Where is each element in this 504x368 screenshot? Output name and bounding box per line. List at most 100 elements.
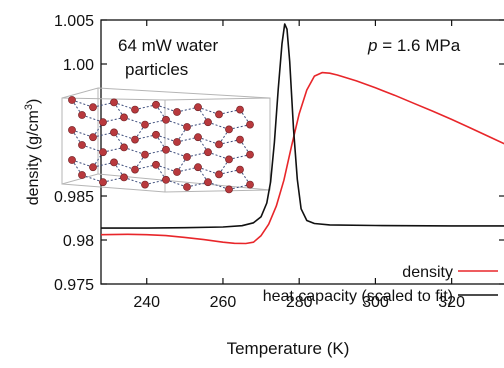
water-molecule [99, 148, 107, 157]
water-molecule [152, 160, 160, 169]
water-molecule [68, 96, 76, 104]
water-molecule [78, 171, 86, 179]
x-axis-label: Temperature (K) [227, 339, 350, 358]
y-tick-label: 1.005 [54, 13, 94, 30]
hydrogen-bond [155, 104, 167, 121]
water-molecule [99, 118, 107, 127]
water-molecule [246, 150, 254, 159]
legend: density heat capacity (scaled to fit) [263, 264, 498, 305]
water-molecule [236, 105, 244, 114]
y-tick-label: 0.98 [63, 233, 94, 250]
hydrogen-bond [134, 154, 146, 170]
y-axis-label-close: ) [25, 99, 42, 104]
hydrogen-bond [176, 126, 188, 143]
pressure-variable: p [367, 36, 377, 55]
hydrogen-bond [218, 159, 230, 175]
water-molecule [131, 105, 139, 114]
hydrogen-bond [113, 162, 125, 178]
legend-label-heat-capacity: heat capacity (scaled to fit) [263, 288, 453, 305]
water-molecule [194, 103, 202, 112]
hydrogen-bond [239, 169, 251, 185]
water-molecule [194, 133, 202, 142]
water-molecule [173, 168, 181, 176]
hydrogen-bond [113, 132, 125, 148]
water-molecule [194, 163, 202, 172]
ticks-layer: 240 260 280 300 320 0.975 0.98 0.985 1.00 1.005 [54, 13, 504, 311]
water-molecule [204, 118, 212, 127]
system-label-line1: 64 mW water [118, 36, 218, 55]
series-layer [100, 23, 504, 245]
water-molecule [131, 165, 139, 174]
water-molecule [120, 113, 128, 122]
y-tick-label: 1.00 [63, 57, 94, 74]
water-molecule [173, 108, 181, 116]
molecular-lattice-illustration [61, 87, 271, 194]
hydrogen-bond [155, 134, 167, 151]
hydrogen-bond [113, 102, 125, 118]
water-molecule [183, 183, 191, 191]
water-molecule [173, 138, 181, 146]
hydrogen-bond [176, 156, 188, 173]
water-molecule [246, 180, 254, 189]
x-tick-label: 320 [438, 294, 465, 311]
water-molecule [120, 143, 128, 152]
water-molecule [162, 175, 170, 184]
water-molecule [110, 98, 118, 107]
water-molecule [68, 156, 76, 164]
water-molecule [141, 120, 149, 129]
hydrogen-bond [71, 159, 83, 176]
water-molecule [131, 135, 139, 144]
y-axis-label: density (g/cm3) [23, 99, 42, 206]
y-tick-label: 0.975 [54, 277, 94, 294]
water-molecule [141, 180, 149, 189]
hydrogen-bond [71, 129, 83, 146]
water-molecule [110, 158, 118, 167]
water-molecule [225, 155, 233, 164]
water-molecule [89, 163, 97, 172]
water-molecule [225, 125, 233, 134]
hydrogen-bond [239, 109, 251, 125]
lattice-box-top-back [97, 87, 271, 99]
y-tick-label: 0.985 [54, 189, 94, 206]
x-tick-label: 280 [286, 294, 313, 311]
hydrogen-bond [92, 121, 104, 138]
hydrogen-bond [134, 124, 146, 140]
water-molecule [215, 170, 223, 179]
pressure-value: = 1.6 MPa [377, 36, 460, 55]
legend-label-density: density [402, 264, 453, 281]
water-molecule [78, 141, 86, 149]
water-molecule [68, 126, 76, 134]
water-molecule [89, 103, 97, 112]
y-axis-label-superscript: 3 [23, 104, 35, 110]
hydrogen-bond [197, 136, 209, 153]
x-tick-label: 260 [210, 294, 237, 311]
water-molecule [141, 150, 149, 159]
water-molecule [183, 153, 191, 161]
water-molecule [236, 165, 244, 174]
water-molecule [246, 120, 254, 129]
water-molecule [183, 123, 191, 131]
water-molecule [110, 128, 118, 137]
hydrogen-bond [218, 129, 230, 145]
series-line-heat-capacity [101, 23, 504, 229]
water-molecule [204, 178, 212, 187]
hydrogen-bond [197, 166, 209, 183]
hydrogen-bond [197, 106, 209, 123]
water-molecule [152, 130, 160, 139]
x-tick-label: 300 [362, 294, 389, 311]
water-molecule [225, 185, 233, 194]
hydrogen-bond [92, 151, 104, 168]
system-label-line2: particles [125, 60, 188, 79]
water-molecule [89, 133, 97, 142]
water-molecule [162, 115, 170, 124]
x-tick-label: 240 [133, 294, 160, 311]
series-line-density [100, 71, 504, 245]
hydrogen-bond [155, 164, 167, 181]
water-molecule [215, 110, 223, 119]
water-molecule [120, 173, 128, 182]
pressure-label: p = 1.6 MPa [367, 36, 461, 55]
water-molecule [215, 140, 223, 149]
water-molecule [162, 145, 170, 154]
water-molecule [236, 135, 244, 144]
